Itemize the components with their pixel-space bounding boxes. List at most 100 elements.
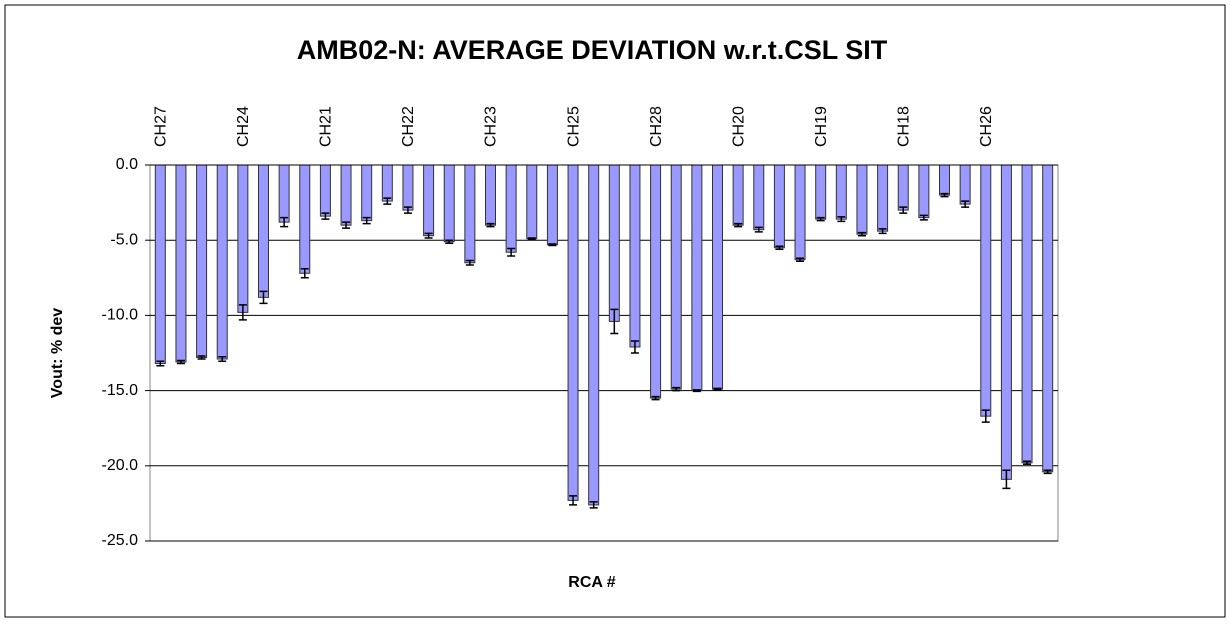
x-axis-title: RCA # <box>568 574 616 591</box>
error-bar <box>961 200 970 208</box>
y-tick-label: -15.0 <box>102 382 139 399</box>
error-bar <box>362 216 371 225</box>
bar <box>877 164 889 232</box>
bar <box>670 164 682 390</box>
bar <box>753 164 765 231</box>
error-bar <box>981 409 990 423</box>
bar <box>897 164 909 211</box>
bar <box>629 164 641 348</box>
x-tick-label: CH25 <box>565 106 582 147</box>
bar <box>443 164 455 243</box>
error-bar <box>796 257 805 263</box>
bar <box>505 164 517 253</box>
error-bar <box>837 216 846 223</box>
bar <box>567 164 579 501</box>
error-bar <box>321 212 330 220</box>
bar <box>464 164 476 264</box>
y-tick-label: -25.0 <box>102 532 139 549</box>
x-tick-label: CH26 <box>978 106 995 147</box>
bar <box>299 164 311 274</box>
bar <box>815 164 827 220</box>
bar <box>485 164 496 226</box>
bar <box>835 164 847 220</box>
bar <box>773 164 785 249</box>
error-bar <box>775 245 784 250</box>
bar <box>691 164 703 392</box>
x-tick-label: CH27 <box>153 106 170 147</box>
error-bar <box>569 495 578 506</box>
error-bar <box>692 389 701 393</box>
error-bar <box>238 304 247 321</box>
error-bar <box>713 387 722 391</box>
error-bar <box>342 221 351 229</box>
error-bar <box>507 247 516 257</box>
error-bar <box>1023 460 1032 466</box>
bar <box>340 164 352 226</box>
bar <box>918 164 930 219</box>
bar <box>794 164 806 261</box>
bar <box>1021 164 1033 464</box>
bar <box>546 164 558 246</box>
y-tick-label: -10.0 <box>102 307 139 324</box>
x-tick-label: CH24 <box>235 106 252 147</box>
bar <box>526 164 538 240</box>
bar <box>588 164 600 506</box>
error-bar <box>300 268 309 279</box>
error-bar <box>919 214 928 221</box>
bar <box>980 164 992 417</box>
bar <box>258 164 269 298</box>
bar <box>423 164 435 237</box>
bar <box>175 164 187 363</box>
bar <box>1042 164 1054 473</box>
error-bar <box>672 386 681 392</box>
bar <box>712 164 723 390</box>
error-bar <box>754 226 763 233</box>
error-bar <box>589 501 598 509</box>
error-bar <box>857 231 866 237</box>
bar <box>216 164 228 360</box>
x-tick-label: CH28 <box>648 106 665 147</box>
error-bar <box>1043 469 1052 475</box>
error-bar <box>527 237 536 241</box>
y-tick-label: -20.0 <box>102 457 139 474</box>
y-tick-label: 0.0 <box>116 156 138 173</box>
bar <box>856 164 868 235</box>
error-bar <box>259 290 268 305</box>
bar <box>1000 164 1012 480</box>
error-bar <box>610 308 619 335</box>
bar <box>959 164 971 205</box>
chart-title: AMB02-N: AVERAGE DEVIATION w.r.t.CSL SIT <box>297 35 888 65</box>
y-tick-label: -5.0 <box>110 231 138 248</box>
bar <box>319 164 331 217</box>
error-bar <box>486 222 495 228</box>
x-tick-label: CH23 <box>483 106 500 147</box>
error-bar <box>156 360 165 367</box>
error-bar <box>403 206 412 214</box>
error-bar <box>548 243 557 247</box>
error-bar <box>424 232 433 239</box>
error-bar <box>940 192 949 198</box>
error-bar <box>218 356 227 363</box>
error-bar <box>816 216 825 222</box>
error-bar <box>878 228 887 235</box>
bar <box>402 164 414 211</box>
x-tick-label: CH20 <box>730 106 747 147</box>
bar <box>608 164 620 322</box>
error-bar <box>176 359 185 365</box>
bar <box>650 164 662 399</box>
error-bar <box>734 222 743 228</box>
bar <box>381 164 393 202</box>
bar <box>939 164 950 196</box>
error-bar <box>899 206 908 214</box>
x-tick-label: CH18 <box>895 106 912 147</box>
error-bar <box>1002 469 1011 490</box>
bar <box>237 164 249 313</box>
bar <box>196 164 208 359</box>
error-bar <box>630 340 639 354</box>
bar <box>732 164 744 226</box>
x-tick-label: CH21 <box>318 106 335 147</box>
error-bar <box>445 239 454 244</box>
error-bar <box>651 395 660 401</box>
error-bar <box>280 216 289 228</box>
